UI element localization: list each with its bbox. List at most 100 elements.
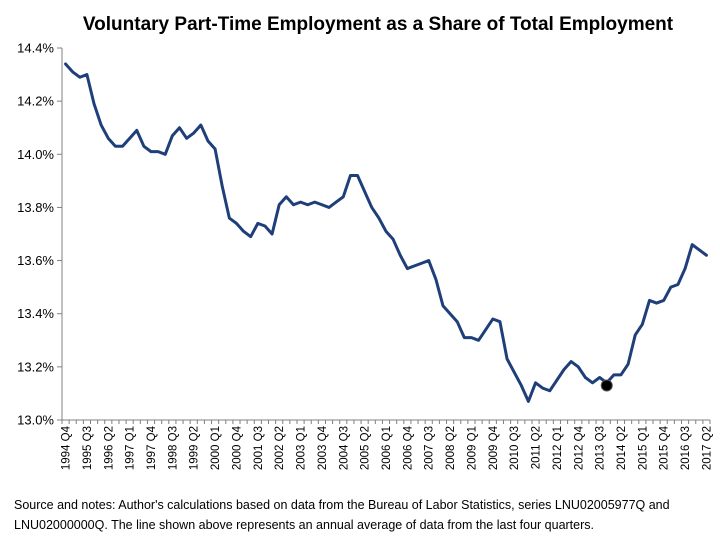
data-point: [270, 232, 274, 236]
data-point: [192, 131, 195, 135]
x-tick-label: 2016 Q3: [680, 426, 692, 470]
data-point: [634, 333, 637, 337]
data-point: [456, 320, 459, 323]
data-point: [142, 145, 146, 148]
x-tick-label: 2015 Q4: [659, 425, 671, 470]
data-point: [534, 381, 537, 384]
data-point: [377, 216, 381, 220]
data-point: [221, 184, 224, 188]
data-point: [669, 285, 673, 289]
data-point: [641, 323, 644, 326]
data-point: [691, 243, 694, 246]
x-tick-label: 1998 Q3: [167, 426, 179, 470]
source-notes: Source and notes: Author's calculations …: [14, 495, 714, 535]
data-point: [413, 264, 416, 268]
x-tick-label: 2006 Q1: [381, 426, 393, 470]
data-point: [698, 248, 701, 252]
data-point: [363, 190, 366, 193]
data-point: [99, 123, 103, 127]
data-points: [64, 62, 708, 403]
data-point: [334, 200, 338, 204]
x-tick-label: 2012 Q1: [552, 426, 564, 470]
x-tick-label: 2002 Q2: [274, 426, 286, 470]
x-tick-label: 2013 Q3: [595, 426, 607, 470]
x-tick-label: 2008 Q2: [445, 426, 457, 470]
x-tick-label: 1996 Q2: [103, 426, 115, 470]
source-notes-line1: Source and notes: Author's calculations …: [14, 498, 670, 512]
y-tick-label: 13.8%: [17, 200, 54, 215]
data-point: [477, 339, 480, 342]
data-point: [164, 153, 167, 156]
x-tick-label: 2004 Q3: [338, 426, 350, 470]
data-point: [249, 235, 252, 238]
data-point: [434, 277, 438, 281]
data-point: [470, 336, 473, 339]
data-point: [399, 254, 402, 257]
data-point: [484, 328, 487, 331]
data-point: [85, 73, 89, 76]
data-point: [356, 174, 359, 177]
x-tick-label: 1994 Q4: [61, 425, 73, 470]
data-point: [612, 373, 616, 377]
data-point: [655, 301, 658, 305]
highlight-marker: [600, 379, 613, 392]
data-point: [64, 62, 67, 66]
data-point: [648, 299, 651, 302]
data-point: [584, 376, 587, 379]
data-point: [285, 195, 288, 198]
data-point: [391, 238, 395, 241]
x-tick-label: 2012 Q4: [573, 425, 585, 470]
data-point: [178, 126, 181, 129]
data-point: [149, 150, 153, 153]
x-tick-label: 2010 Q3: [509, 426, 521, 470]
data-point: [213, 147, 217, 151]
data-point: [206, 139, 210, 143]
x-tick-label: 2001 Q3: [253, 426, 265, 470]
y-tick-label: 13.2%: [17, 359, 54, 374]
x-tick-label: 2003 Q4: [317, 425, 329, 470]
data-point: [92, 102, 96, 106]
data-point: [342, 195, 345, 198]
x-tick-label: 1997 Q1: [125, 426, 137, 470]
data-point: [676, 283, 680, 286]
data-point: [121, 145, 124, 148]
y-tick-label: 13.4%: [17, 306, 54, 321]
data-point: [463, 336, 466, 339]
data-point: [406, 267, 409, 270]
data-point: [427, 259, 430, 262]
series-line: [64, 62, 708, 403]
source-notes-line2: LNU02000000Q. The line shown above repre…: [14, 518, 594, 532]
data-point: [562, 368, 566, 371]
y-tick-label: 14.2%: [17, 94, 54, 109]
chart-svg: Voluntary Part-Time Employment as a Shar…: [17, 14, 713, 470]
data-point: [619, 373, 623, 377]
x-tick-label: 2003 Q1: [296, 426, 308, 470]
data-point: [683, 267, 687, 270]
data-point: [171, 134, 174, 137]
data-point: [370, 206, 373, 209]
y-tick-label: 14.4%: [17, 41, 54, 56]
data-point: [78, 76, 82, 79]
data-point: [277, 203, 281, 206]
data-point: [327, 206, 331, 209]
data-point: [114, 145, 117, 148]
data-point: [705, 254, 708, 257]
data-point: [626, 363, 630, 366]
data-point: [306, 203, 309, 206]
data-point: [107, 137, 110, 140]
x-tick-label: 2007 Q3: [424, 426, 436, 470]
x-tick-label: 2015 Q1: [637, 426, 649, 470]
x-tick-label: 1999 Q2: [189, 426, 201, 470]
data-point: [491, 317, 495, 321]
data-point: [349, 174, 352, 177]
y-axis-ticks: 13.0% 13.2% 13.4% 13.6% 13.8% 14.0% 14.2% 14.4%: [17, 41, 62, 428]
data-point: [569, 360, 573, 363]
data-point: [448, 312, 452, 315]
x-axis-ticks: 1994 Q4 1995 Q3 1996 Q2 1997 Q1 1997 Q4 1998 …: [61, 420, 713, 470]
data-point: [512, 370, 516, 374]
data-point: [185, 137, 188, 140]
data-point: [299, 200, 302, 204]
data-point: [156, 150, 160, 153]
data-point: [256, 222, 260, 225]
